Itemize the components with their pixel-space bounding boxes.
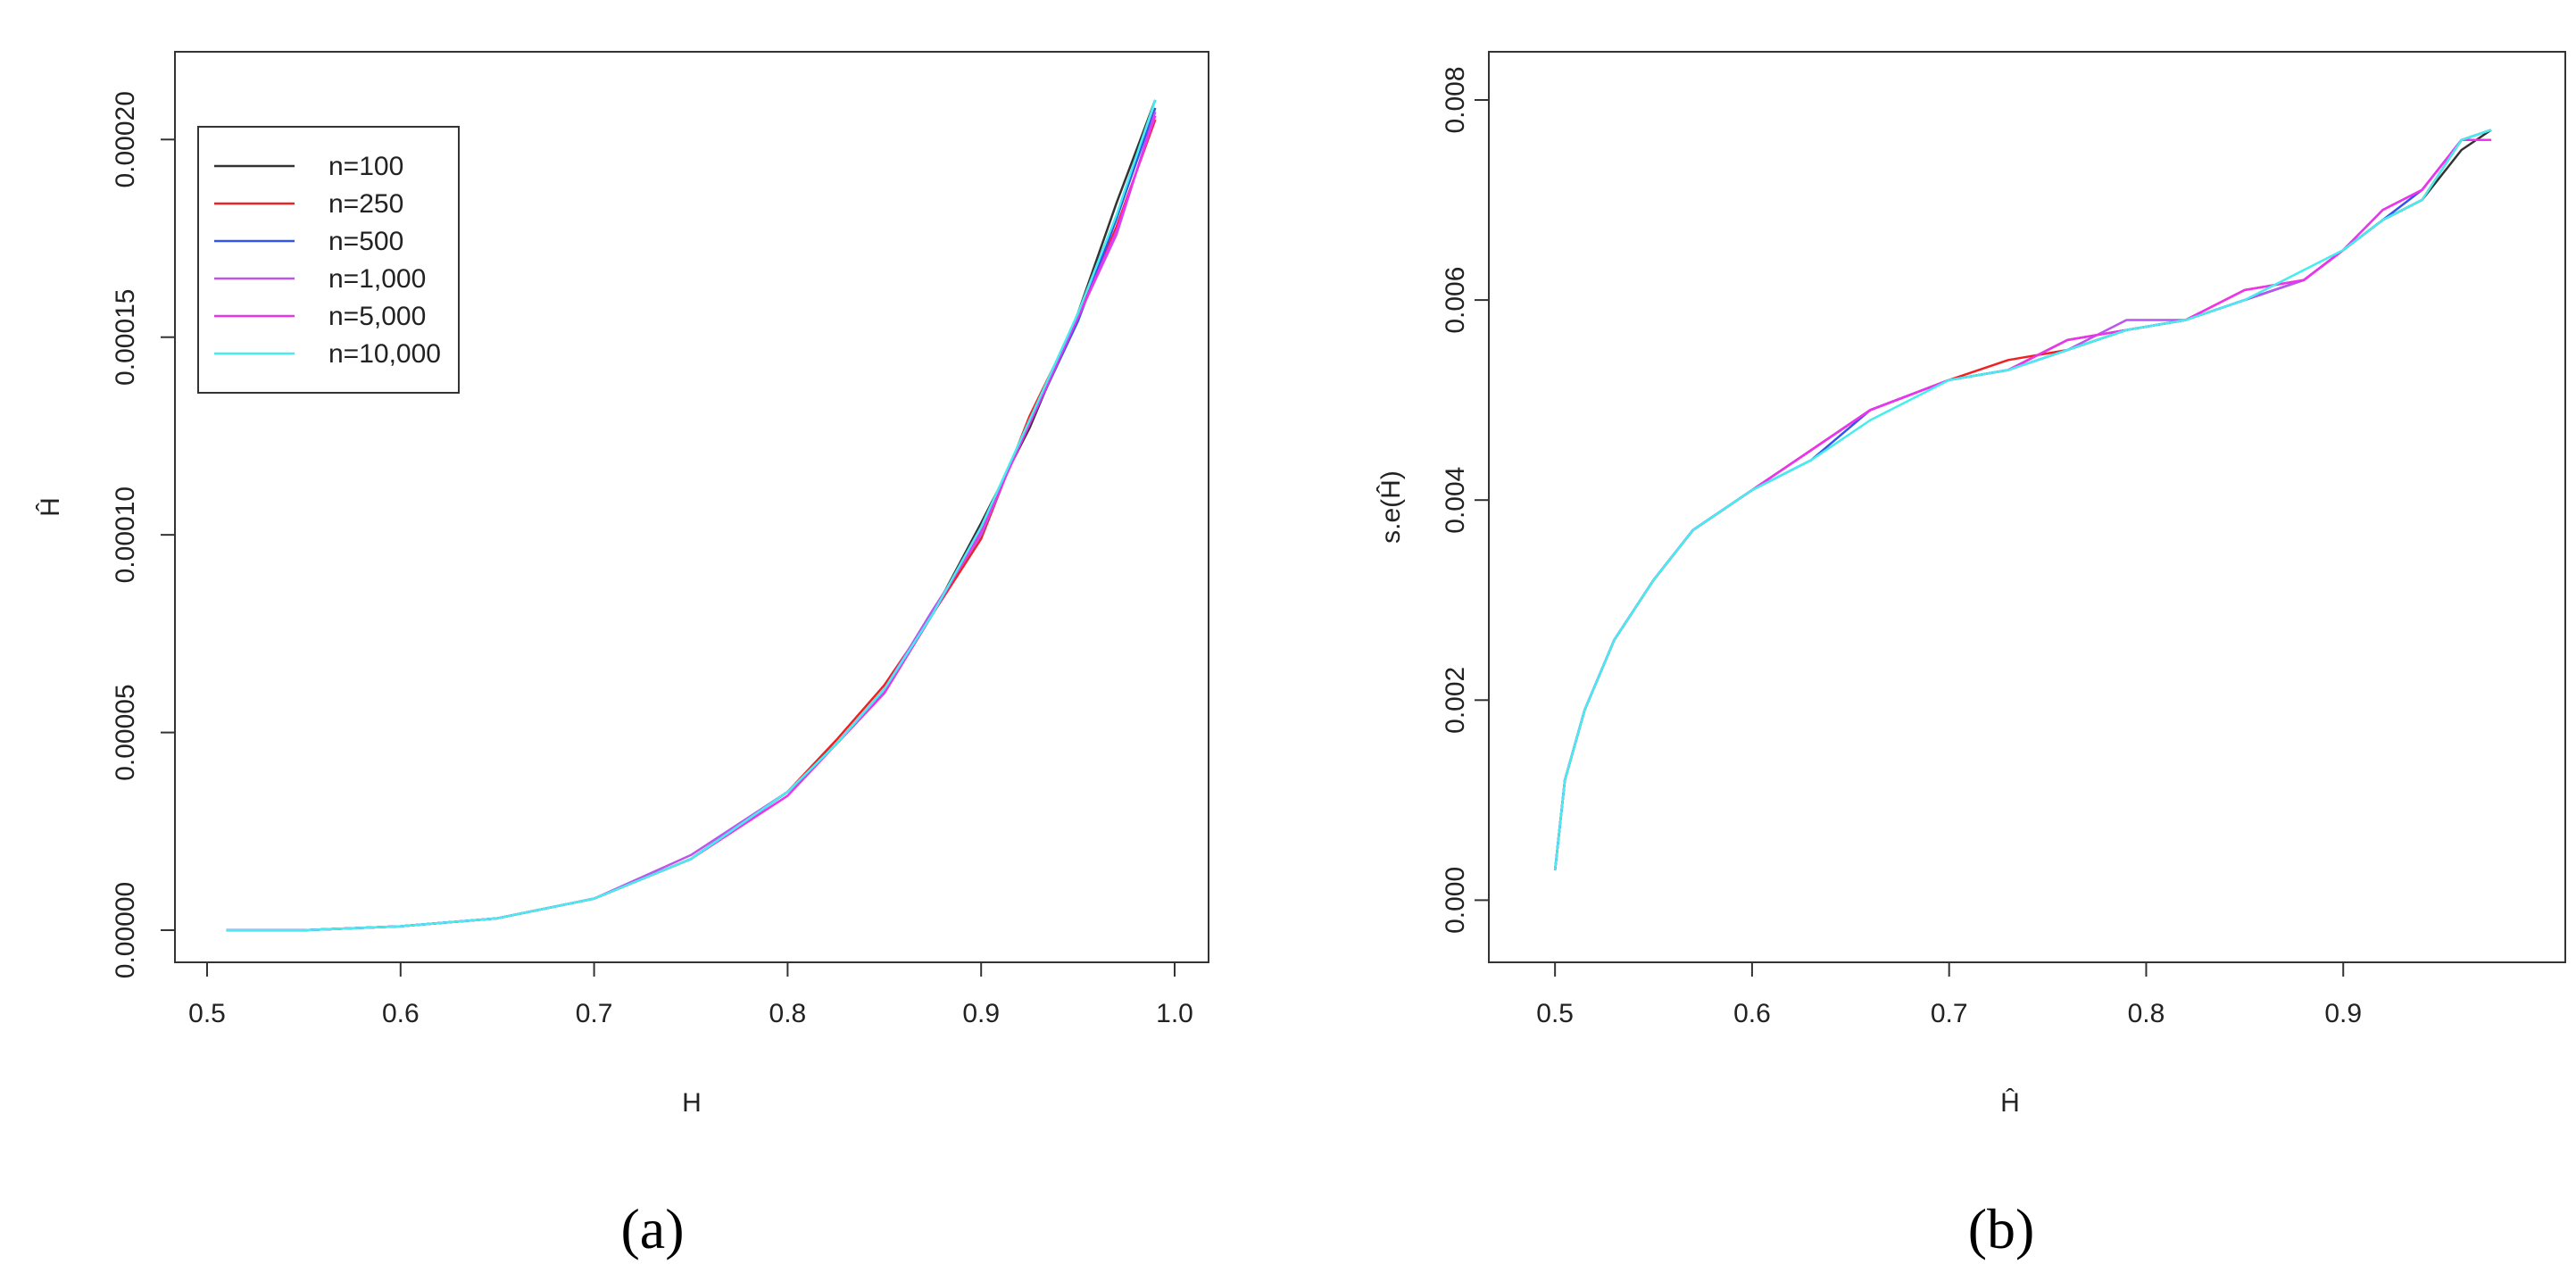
y-tick-label: 0.00020: [111, 91, 140, 187]
x-axis-label-b: Ĥ: [2000, 1088, 2020, 1118]
chart-panel-a: 0.5 0.6 0.7 0.8 0.9 1.0 0.00000 0.00005 0.00010…: [36, 51, 1209, 1260]
y-tick-label: 0.002: [1441, 667, 1470, 734]
x-tick-label: 0.8: [2128, 999, 2165, 1028]
legend-label: n=10,000: [328, 339, 441, 369]
series-line-n-10-000: [1553, 129, 2492, 870]
y-axis-a: 0.00000 0.00005 0.00010 0.00015 0.00020: [111, 91, 175, 978]
series-line-n-10-000: [226, 99, 1157, 932]
caption-a: (a): [620, 1197, 684, 1260]
y-axis-b: 0.000 0.002 0.004 0.006 0.008: [1441, 66, 1489, 934]
x-tick-label: 0.9: [962, 999, 1000, 1028]
y-tick-label: 0.00005: [111, 684, 140, 780]
legend-a: n=100 n=250 n=500 n=1,000 n=5,000 n=10,000: [197, 126, 460, 394]
legend-label: n=500: [328, 227, 403, 256]
x-tick-label: 0.8: [769, 999, 807, 1028]
y-tick-label: 0.000: [1441, 867, 1470, 934]
y-tick-label: 0.008: [1441, 66, 1470, 133]
y-tick-label: 0.00010: [111, 487, 140, 583]
y-tick-label: 0.00015: [111, 288, 140, 385]
x-tick-label: 1.0: [1156, 999, 1193, 1028]
y-tick-label: 0.00000: [111, 882, 140, 978]
y-axis-label-a: Ĥ: [36, 497, 65, 517]
x-axis-b: 0.5 0.6 0.7 0.8 0.9: [1536, 961, 2362, 1028]
x-tick-label: 0.9: [2324, 999, 2362, 1028]
legend-label: n=1,000: [328, 264, 426, 294]
x-axis-a: 0.5 0.6 0.7 0.8 0.9 1.0: [188, 961, 1193, 1028]
x-tick-label: 0.7: [1931, 999, 1968, 1028]
legend-box-a: [197, 126, 460, 394]
legend-label: n=100: [328, 152, 403, 181]
legend-label: n=5,000: [328, 302, 426, 331]
caption-b: (b): [1968, 1197, 2035, 1260]
x-tick-label: 0.6: [1733, 999, 1771, 1028]
y-axis-label-b: s.e(Ĥ): [1376, 470, 1406, 544]
y-tick-label: 0.006: [1441, 267, 1470, 334]
series-group-a: [226, 99, 1157, 932]
x-tick-label: 0.5: [1536, 999, 1574, 1028]
series-group-b: [1553, 129, 2492, 870]
y-tick-label: 0.004: [1441, 467, 1470, 534]
x-axis-label-a: H: [682, 1088, 702, 1118]
x-tick-label: 0.7: [576, 999, 613, 1028]
legend-label: n=250: [328, 189, 403, 219]
chart-panel-b: 0.5 0.6 0.7 0.8 0.9 0.0000.0020.0040.0060.00…: [1376, 51, 2566, 1260]
x-tick-label: 0.5: [188, 999, 226, 1028]
x-tick-label: 0.6: [382, 999, 420, 1028]
